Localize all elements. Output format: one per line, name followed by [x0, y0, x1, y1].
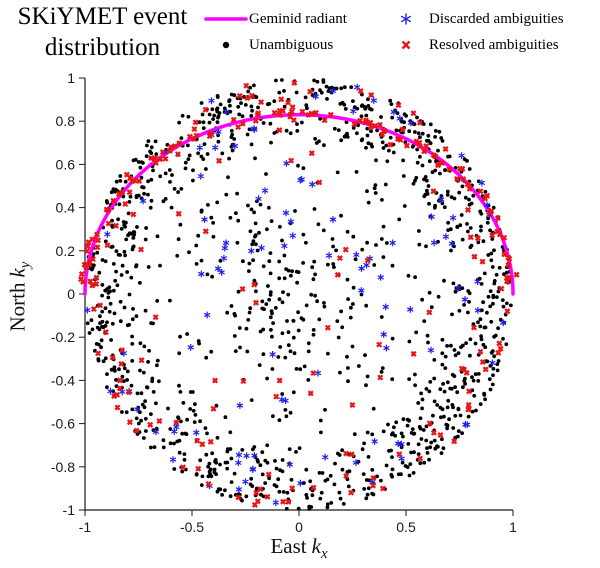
- x-axis-subscript: x: [320, 546, 328, 563]
- x-axis-label: East kx: [85, 534, 513, 563]
- legend-item-unambiguous: Unambiguous: [203, 32, 383, 58]
- x-tick-label: -1: [79, 519, 92, 535]
- series-unambiguous-points: [85, 78, 513, 511]
- x-axis-symbol: k: [311, 534, 321, 558]
- series-discarded-points: [84, 83, 507, 506]
- resolved-cross-icon: [383, 38, 429, 52]
- y-axis-subscript: y: [17, 261, 34, 269]
- y-axis-symbol: k: [5, 268, 30, 278]
- legend: Geminid radiant Unambiguous: [203, 6, 595, 58]
- legend-item-geminid-radiant: Geminid radiant: [203, 6, 383, 32]
- y-tick-label: -0.8: [51, 459, 75, 475]
- x-tick-label: 1: [509, 519, 517, 535]
- legend-label-unambiguous: Unambiguous: [249, 36, 334, 53]
- y-tick-label: -1: [63, 502, 76, 518]
- x-tick-label: -0.5: [180, 519, 204, 535]
- discarded-asterisk-icon: [383, 11, 429, 27]
- y-tick-label: 0.4: [56, 200, 76, 216]
- legend-column-2: Discarded ambiguities Resolved ambiguiti…: [383, 6, 595, 58]
- y-tick-label: -0.2: [51, 329, 75, 345]
- x-axis-label-text: East: [270, 534, 307, 558]
- chart-title: SKiYMET event distribution: [17, 3, 188, 61]
- x-tick-label: 0.5: [396, 519, 416, 535]
- geminid-radiant-curve: [83, 112, 515, 296]
- y-tick-label: -0.4: [51, 372, 75, 388]
- series-resolved-points: [78, 79, 520, 508]
- y-tick-label: 0: [67, 286, 75, 302]
- y-tick-label: 1: [67, 70, 75, 86]
- y-tick-label: -0.6: [51, 416, 75, 432]
- legend-column-1: Geminid radiant Unambiguous: [203, 6, 383, 58]
- legend-item-discarded: Discarded ambiguities: [383, 6, 595, 32]
- legend-item-resolved: Resolved ambiguities: [383, 32, 595, 58]
- geminid-radiant-line-icon: [203, 12, 249, 26]
- legend-label-geminid-radiant: Geminid radiant: [249, 10, 347, 27]
- legend-label-resolved: Resolved ambiguities: [429, 36, 559, 53]
- unambiguous-dot-icon: [203, 38, 249, 52]
- x-tick-label: 0: [295, 519, 303, 535]
- y-axis-label-text: North: [5, 282, 30, 332]
- y-tick-label: 0.2: [56, 243, 76, 259]
- y-axis-label: North ky: [5, 197, 34, 397]
- y-tick-label: 0.8: [56, 113, 76, 129]
- y-tick-label: 0.6: [56, 156, 76, 172]
- legend-label-discarded: Discarded ambiguities: [429, 10, 564, 27]
